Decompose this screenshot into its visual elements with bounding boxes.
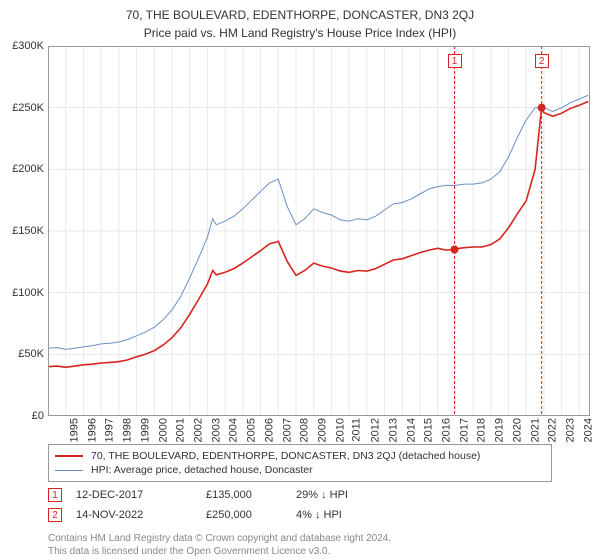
xtick-label: 2021 bbox=[529, 418, 541, 442]
xtick-label: 2024 bbox=[582, 418, 594, 442]
xtick-label: 2016 bbox=[440, 418, 452, 442]
footer-line1: Contains HM Land Registry data © Crown c… bbox=[48, 532, 552, 545]
xtick-label: 2001 bbox=[175, 418, 187, 442]
ytick-label: £100K bbox=[12, 287, 48, 299]
xtick-label: 2022 bbox=[547, 418, 559, 442]
sales-table: 1 12-DEC-2017£135,00029% ↓ HPI 2 14-NOV-202… bbox=[0, 488, 600, 522]
ytick-label: £200K bbox=[12, 163, 48, 175]
sale-date: 12-DEC-2017 bbox=[76, 489, 206, 501]
xtick-label: 2003 bbox=[210, 418, 222, 442]
legend-swatch bbox=[55, 470, 83, 471]
footer-line2: This data is licensed under the Open Gov… bbox=[48, 545, 552, 558]
xtick-label: 2007 bbox=[281, 418, 293, 442]
legend-label: HPI: Average price, detached house, Donc… bbox=[91, 464, 313, 476]
xtick-label: 2006 bbox=[263, 418, 275, 442]
ytick-label: £50K bbox=[18, 348, 48, 360]
xtick-label: 2004 bbox=[228, 418, 240, 442]
footer-attribution: Contains HM Land Registry data © Crown c… bbox=[48, 532, 552, 558]
legend-row: HPI: Average price, detached house, Donc… bbox=[55, 463, 545, 477]
sale-row: 1 12-DEC-2017£135,00029% ↓ HPI bbox=[48, 488, 552, 502]
legend-box: 70, THE BOULEVARD, EDENTHORPE, DONCASTER… bbox=[48, 444, 552, 482]
xtick-label: 2023 bbox=[564, 418, 576, 442]
xtick-label: 1998 bbox=[122, 418, 134, 442]
xtick-label: 2008 bbox=[299, 418, 311, 442]
xtick-label: 2017 bbox=[458, 418, 470, 442]
sale-point bbox=[451, 246, 459, 254]
ytick-label: £300K bbox=[12, 40, 48, 52]
sale-diff: 29% ↓ HPI bbox=[296, 489, 396, 501]
sale-marker-box: 1 bbox=[448, 54, 462, 68]
xtick-label: 2018 bbox=[476, 418, 488, 442]
sale-row: 2 14-NOV-2022£250,0004% ↓ HPI bbox=[48, 508, 552, 522]
ytick-label: £0 bbox=[32, 410, 48, 422]
sale-row-marker: 2 bbox=[48, 508, 62, 522]
sale-row-marker: 1 bbox=[48, 488, 62, 502]
legend-swatch bbox=[55, 455, 83, 457]
xtick-label: 1997 bbox=[104, 418, 116, 442]
xtick-label: 1999 bbox=[139, 418, 151, 442]
plot-area: £0£50K£100K£150K£200K£250K£300K199519961… bbox=[48, 46, 590, 416]
sale-price: £135,000 bbox=[206, 489, 296, 501]
chart-container: 70, THE BOULEVARD, EDENTHORPE, DONCASTER… bbox=[0, 0, 600, 560]
sale-date: 14-NOV-2022 bbox=[76, 509, 206, 521]
ytick-label: £150K bbox=[12, 225, 48, 237]
xtick-label: 2002 bbox=[192, 418, 204, 442]
xtick-label: 2015 bbox=[423, 418, 435, 442]
xtick-label: 2009 bbox=[316, 418, 328, 442]
xtick-label: 2012 bbox=[370, 418, 382, 442]
sale-diff: 4% ↓ HPI bbox=[296, 509, 396, 521]
chart-title-line2: Price paid vs. HM Land Registry's House … bbox=[0, 22, 600, 46]
chart-svg bbox=[48, 46, 590, 416]
sale-price: £250,000 bbox=[206, 509, 296, 521]
legend-row: 70, THE BOULEVARD, EDENTHORPE, DONCASTER… bbox=[55, 449, 545, 463]
xtick-label: 2013 bbox=[387, 418, 399, 442]
chart-title-line1: 70, THE BOULEVARD, EDENTHORPE, DONCASTER… bbox=[0, 0, 600, 22]
sale-point bbox=[538, 104, 546, 112]
xtick-label: 2005 bbox=[246, 418, 258, 442]
xtick-label: 1996 bbox=[86, 418, 98, 442]
xtick-label: 2000 bbox=[157, 418, 169, 442]
ytick-label: £250K bbox=[12, 102, 48, 114]
xtick-label: 2014 bbox=[405, 418, 417, 442]
xtick-label: 1995 bbox=[68, 418, 80, 442]
xtick-label: 2011 bbox=[351, 418, 363, 442]
xtick-label: 2020 bbox=[511, 418, 523, 442]
sale-marker-box: 2 bbox=[535, 54, 549, 68]
xtick-label: 2010 bbox=[334, 418, 346, 442]
legend-label: 70, THE BOULEVARD, EDENTHORPE, DONCASTER… bbox=[91, 450, 480, 462]
xtick-label: 2019 bbox=[494, 418, 506, 442]
